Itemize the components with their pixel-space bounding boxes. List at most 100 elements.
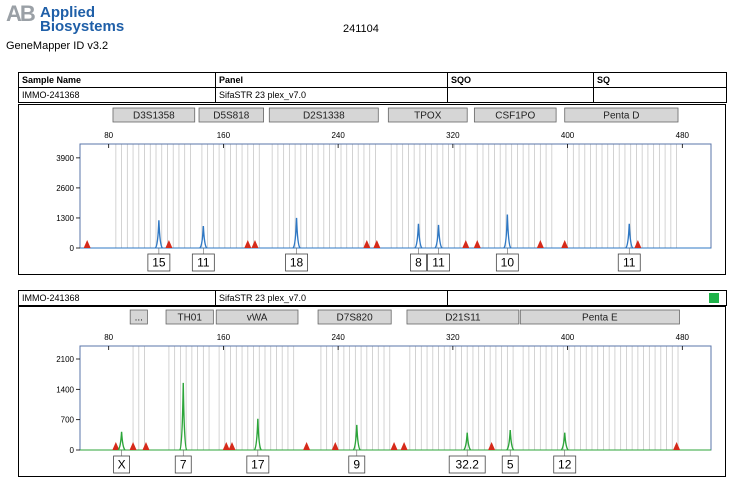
allele-bins xyxy=(115,144,677,248)
x-tick-label: 160 xyxy=(217,131,231,140)
x-tick-label: 240 xyxy=(331,333,345,342)
locus-label: vWA xyxy=(247,313,268,324)
size-marker xyxy=(83,240,91,248)
locus-box-rect xyxy=(317,309,392,325)
locus-box: ... xyxy=(129,309,148,325)
locus-box-rect xyxy=(112,107,196,123)
locus-box: D3S1358 xyxy=(112,107,196,123)
allele-call-label: 17 xyxy=(251,458,265,472)
y-tick-label: 3900 xyxy=(56,154,74,163)
allele-call-label: 15 xyxy=(152,256,166,270)
table-header-row: Sample Name Panel SQO SQ xyxy=(18,72,727,88)
locus-box: Penta D xyxy=(564,107,679,123)
allele-peak xyxy=(434,224,443,249)
y-tick-label: 0 xyxy=(70,446,75,455)
x-tick-label: 400 xyxy=(561,333,575,342)
allele-peak xyxy=(253,418,262,451)
locus-box: D7S820 xyxy=(317,309,392,325)
sq-status-indicator xyxy=(709,293,719,304)
size-marker xyxy=(142,442,150,450)
allele-call-box xyxy=(553,455,577,474)
size-marker xyxy=(303,442,311,450)
y-tick-label: 0 xyxy=(70,244,75,253)
allele-call-label: 18 xyxy=(290,256,304,270)
allele-call: 11 xyxy=(617,248,641,272)
locus-box: D2S1338 xyxy=(268,107,379,123)
allele-call-box xyxy=(174,455,192,474)
y-tick-label: 1400 xyxy=(56,385,74,394)
size-marker xyxy=(165,240,173,248)
allele-peak xyxy=(506,430,515,451)
panel-cell-2: SifaSTR 23 plex_v7.0 xyxy=(215,290,448,306)
allele-call: 32.2 xyxy=(448,450,486,474)
locus-label: D7S820 xyxy=(337,313,374,324)
locus-box: CSF1PO xyxy=(473,107,557,123)
brand-line-2: Biosystems xyxy=(40,18,125,35)
sq-cell xyxy=(593,87,727,103)
locus-box-rect xyxy=(129,309,148,325)
size-marker xyxy=(363,240,371,248)
allele-call: 12 xyxy=(553,450,577,474)
locus-box-rect xyxy=(473,107,557,123)
sample-table: Sample Name Panel SQO SQ IMMO-241368 Sif… xyxy=(18,72,727,103)
y-tick-label: 2100 xyxy=(56,355,74,364)
allele-call-label: 7 xyxy=(180,458,187,472)
sample-name-cell: IMMO-241368 xyxy=(18,87,216,103)
allele-call: 9 xyxy=(348,450,366,474)
allele-call-box xyxy=(495,253,519,272)
allele-call-box xyxy=(410,253,427,272)
locus-label: TPOX xyxy=(414,111,442,122)
allele-peak xyxy=(503,214,512,249)
locus-label: Penta D xyxy=(603,111,639,122)
locus-box: D21S11 xyxy=(406,309,520,325)
locus-label: D3S1358 xyxy=(133,111,175,122)
allele-call: 11 xyxy=(191,248,215,272)
x-tick-label: 80 xyxy=(104,131,113,140)
table-row: IMMO-241368 SifaSTR 23 plex_v7.0 xyxy=(18,290,727,306)
locus-label: D21S11 xyxy=(445,313,481,324)
allele-call: X xyxy=(113,450,130,474)
report-id: 241104 xyxy=(343,23,379,35)
locus-label: ... xyxy=(135,313,143,324)
allele-call: 18 xyxy=(285,248,308,272)
x-tick-label: 160 xyxy=(217,333,231,342)
locus-box: Penta E xyxy=(519,309,680,325)
allele-peak xyxy=(625,223,634,249)
allele-call-label: 11 xyxy=(623,256,636,270)
locus-box-rect xyxy=(406,309,520,325)
allele-call-box xyxy=(501,455,519,474)
size-marker xyxy=(473,240,481,248)
locus-label: Penta E xyxy=(582,313,618,324)
allele-call-box xyxy=(191,253,215,272)
size-marker xyxy=(390,442,398,450)
y-tick-label: 2600 xyxy=(56,184,74,193)
allele-call-box xyxy=(147,253,171,272)
size-marker xyxy=(112,442,120,450)
allele-peak xyxy=(463,432,472,451)
x-tick-label: 320 xyxy=(446,333,460,342)
sq-cell-2 xyxy=(447,290,727,306)
col-header-sample-name: Sample Name xyxy=(18,72,216,88)
locus-label: D5S818 xyxy=(213,111,250,122)
allele-call-label: 10 xyxy=(501,256,515,270)
allele-bins xyxy=(132,346,679,450)
allele-call-box xyxy=(617,253,641,272)
allele-call-box xyxy=(113,455,130,474)
size-marker xyxy=(462,240,470,248)
y-tick-label: 1300 xyxy=(56,214,74,223)
allele-call-label: 5 xyxy=(507,458,514,472)
allele-call-label: 11 xyxy=(197,256,210,270)
size-marker xyxy=(400,442,408,450)
panel-frame xyxy=(18,306,726,477)
table-row: IMMO-241368 SifaSTR 23 plex_v7.0 xyxy=(18,87,727,103)
allele-call-box xyxy=(348,455,366,474)
locus-box: vWA xyxy=(215,309,299,325)
locus-box-rect xyxy=(268,107,379,123)
allele-call: 5 xyxy=(501,450,519,474)
sample-name-cell-2: IMMO-241368 xyxy=(18,290,216,306)
size-marker xyxy=(228,442,236,450)
allele-call: 8 xyxy=(410,248,427,272)
x-tick-label: 480 xyxy=(676,333,690,342)
size-marker xyxy=(129,442,137,450)
sample-table-2: IMMO-241368 SifaSTR 23 plex_v7.0 xyxy=(18,290,727,306)
